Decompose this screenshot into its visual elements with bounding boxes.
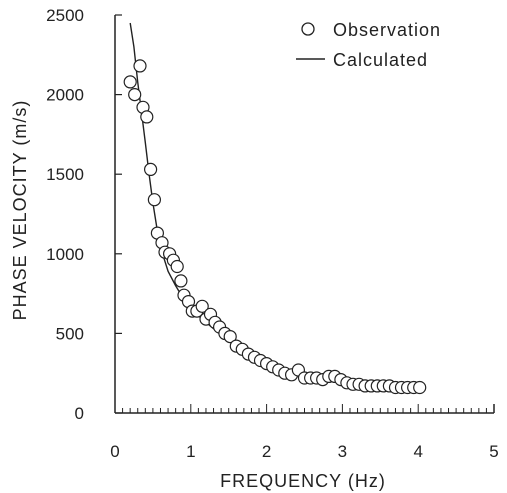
x-tick-label: 3	[338, 442, 347, 461]
observation-point	[147, 193, 161, 207]
observation-point	[170, 259, 184, 274]
x-ticks-layer	[114, 404, 495, 413]
legend: Observation Calculated	[296, 20, 441, 70]
observation-point	[223, 330, 237, 344]
observation-point	[140, 110, 154, 124]
legend-observation-marker	[301, 22, 315, 36]
observation-point	[195, 299, 209, 313]
observation-point	[413, 380, 427, 395]
y-tick-label: 500	[56, 324, 84, 343]
observation-point	[174, 274, 188, 288]
observation-point	[128, 87, 142, 102]
y-ticks-layer	[115, 14, 122, 414]
x-tick-label: 4	[413, 442, 422, 461]
y-tick-label: 2000	[46, 86, 84, 105]
calculated-line	[129, 22, 419, 389]
x-tick-label: 2	[262, 442, 271, 461]
y-tick-label: 1500	[46, 165, 84, 184]
observation-series-layer	[123, 59, 427, 395]
y-tick-labels-layer: 0 500 1000 1500 2000 2500	[46, 6, 84, 423]
y-axis-title: PHASE VELOCITY (m/s)	[10, 100, 30, 321]
observation-point	[144, 162, 158, 176]
legend-observation-label: Observation	[333, 20, 441, 40]
x-axis-title: FREQUENCY (Hz)	[220, 471, 386, 491]
x-tick-label: 0	[110, 442, 119, 461]
y-tick-label: 0	[75, 404, 84, 423]
x-tick-labels-layer: 0 1 2 3 4 5	[110, 442, 498, 461]
x-tick-label: 1	[186, 442, 195, 461]
x-tick-label: 5	[489, 442, 498, 461]
observation-point	[123, 75, 137, 89]
y-tick-label: 1000	[46, 245, 84, 264]
calculated-series-layer	[129, 22, 419, 389]
observation-point	[133, 59, 147, 73]
axes-layer	[114, 15, 495, 414]
y-tick-label: 2500	[46, 6, 84, 25]
legend-calculated-label: Calculated	[333, 50, 428, 70]
